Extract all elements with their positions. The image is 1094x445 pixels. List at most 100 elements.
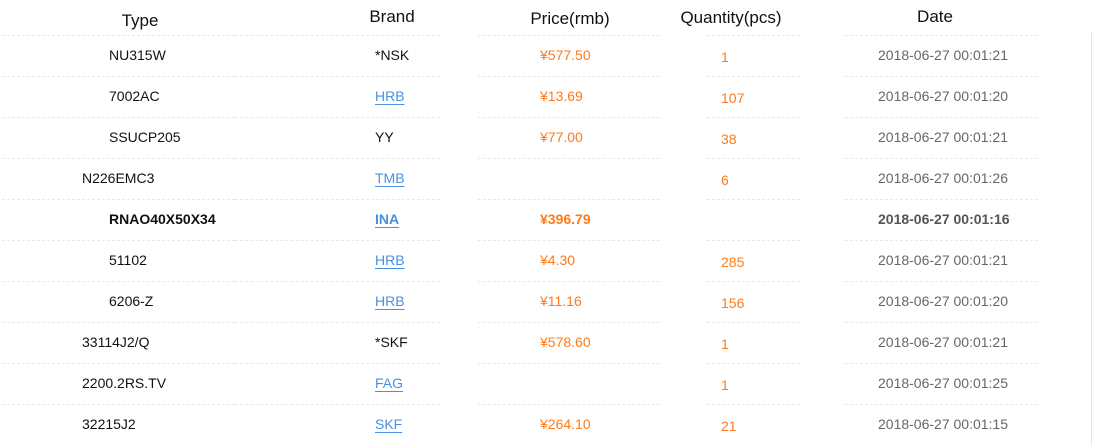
row-divider [845,240,1038,241]
row-divider [478,158,660,159]
row-divider [235,117,440,118]
row-divider [707,322,800,323]
row-divider [845,281,1038,282]
brand-link[interactable]: TMB [375,170,405,186]
row-divider [2,363,235,364]
cell-date: 2018-06-27 00:01:21 [878,129,1008,145]
cell-date: 2018-06-27 00:01:15 [878,416,1008,432]
cell-brand: *NSK [375,47,410,63]
table-row[interactable]: 7002AC HRB ¥13.69 107 2018-06-27 00:01:20 [0,76,1094,117]
row-divider [235,281,440,282]
row-divider [478,322,660,323]
cell-type: 32215J2 [82,416,136,432]
row-divider [707,404,800,405]
cell-type: 51102 [109,252,147,268]
table-row[interactable]: 2200.2RS.TV FAG 1 2018-06-27 00:01:25 [0,363,1094,404]
row-divider [235,199,440,200]
brand-link[interactable]: SKF [375,416,403,432]
cell-quantity: 38 [721,131,737,147]
row-divider [707,240,800,241]
header-quantity[interactable]: Quantity(pcs) [680,8,782,27]
cell-type: NU315W [109,47,166,63]
table-row[interactable]: NU315W *NSK ¥577.50 1 2018-06-27 00:01:21 [0,35,1094,76]
row-divider [707,363,800,364]
row-divider [478,199,660,200]
row-divider [2,404,235,405]
brand-link[interactable]: HRB [375,88,405,104]
row-divider [707,158,800,159]
cell-quantity: 1 [721,336,729,352]
cell-date: 2018-06-27 00:01:21 [878,334,1008,350]
header-brand[interactable]: Brand [369,7,415,26]
row-divider [845,158,1038,159]
row-divider [845,76,1038,77]
row-divider [235,322,440,323]
cell-date: 2018-06-27 00:01:25 [878,375,1008,391]
row-divider [235,76,440,77]
row-divider [845,363,1038,364]
header-date[interactable]: Date [917,7,953,26]
row-divider [707,76,800,77]
table-row[interactable]: RNAO40X50X34 INA ¥396.79 2018-06-27 00:01:1… [0,199,1094,240]
cell-date: 2018-06-27 00:01:21 [878,252,1008,268]
row-divider [235,404,440,405]
cell-type: RNAO40X50X34 [109,211,216,227]
cell-type: 2200.2RS.TV [82,375,167,391]
header-price[interactable]: Price(rmb) [530,9,610,28]
row-divider [2,322,235,323]
cell-brand: *SKF [375,334,408,350]
cell-price: ¥77.00 [540,129,583,145]
table-row[interactable]: SSUCP205 YY ¥77.00 38 2018-06-27 00:01:21 [0,117,1094,158]
cell-brand: YY [375,129,394,145]
row-divider [845,199,1038,200]
table-right-border [1091,33,1092,445]
cell-price: ¥13.69 [540,88,583,104]
cell-type: SSUCP205 [109,129,181,145]
cell-price: ¥578.60 [540,334,591,350]
brand-link[interactable]: INA [375,211,400,227]
row-divider [235,35,440,36]
row-divider [235,363,440,364]
brand-link[interactable]: HRB [375,252,405,268]
row-divider [478,35,660,36]
row-divider [478,404,660,405]
row-divider [845,322,1038,323]
table-row[interactable]: 6206-Z HRB ¥11.16 156 2018-06-27 00:01:20 [0,281,1094,322]
table-row[interactable]: 32215J2 SKF ¥264.10 21 2018-06-27 00:01:15 [0,404,1094,445]
table-row[interactable]: 51102 HRB ¥4.30 285 2018-06-27 00:01:21 [0,240,1094,281]
cell-price: ¥11.16 [540,293,582,309]
row-divider [2,199,235,200]
row-divider [707,117,800,118]
table-row[interactable]: N226EMC3 TMB 6 2018-06-27 00:01:26 [0,158,1094,199]
cell-quantity: 285 [721,254,745,270]
cell-type: N226EMC3 [82,170,155,186]
brand-link[interactable]: HRB [375,293,405,309]
row-divider [845,404,1038,405]
row-divider [2,76,235,77]
row-divider [2,281,235,282]
cell-type: 6206-Z [109,293,154,309]
cell-price: ¥4.30 [540,252,576,268]
row-divider [235,158,440,159]
row-divider [2,117,235,118]
row-divider [478,281,660,282]
table-row[interactable]: 33114J2/Q *SKF ¥578.60 1 2018-06-27 00:01:21 [0,322,1094,363]
cell-date: 2018-06-27 00:01:26 [878,170,1008,186]
brand-link[interactable]: FAG [375,375,404,391]
cell-quantity: 21 [721,418,737,434]
row-divider [478,363,660,364]
cell-quantity: 156 [721,295,745,311]
row-divider [707,35,800,36]
cell-price: ¥577.50 [540,47,591,63]
cell-date: 2018-06-27 00:01:16 [878,211,1010,227]
row-divider [2,240,235,241]
row-divider [235,240,440,241]
cell-date: 2018-06-27 00:01:21 [878,47,1008,63]
header-type[interactable]: Type [121,11,159,30]
row-divider [478,240,660,241]
cell-date: 2018-06-27 00:01:20 [878,293,1008,309]
cell-quantity: 1 [721,49,729,65]
cell-type: 7002AC [109,88,160,104]
row-divider [707,281,800,282]
row-divider [845,117,1038,118]
